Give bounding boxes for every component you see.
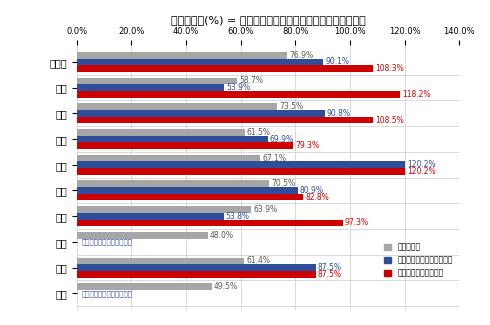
- Bar: [76, 136, 268, 142]
- Text: 90.8%: 90.8%: [327, 109, 351, 118]
- Text: 97.3%: 97.3%: [344, 218, 369, 227]
- Bar: [76, 91, 400, 98]
- Bar: [76, 213, 223, 219]
- Bar: [76, 65, 372, 72]
- Bar: [76, 271, 316, 278]
- Bar: [76, 283, 212, 290]
- Bar: [76, 155, 260, 162]
- Text: 90.1%: 90.1%: [325, 58, 349, 66]
- Bar: [76, 84, 224, 91]
- Text: 118.2%: 118.2%: [402, 90, 430, 99]
- Text: 120.2%: 120.2%: [407, 160, 436, 169]
- Bar: [76, 168, 405, 175]
- Bar: [76, 194, 303, 201]
- Text: 108.3%: 108.3%: [375, 64, 403, 73]
- Bar: [76, 110, 325, 117]
- Text: 63.9%: 63.9%: [253, 205, 277, 214]
- Bar: [76, 58, 323, 65]
- Text: 49.5%: 49.5%: [214, 282, 238, 291]
- Bar: [76, 219, 343, 226]
- Text: 73.5%: 73.5%: [280, 102, 304, 111]
- Text: 53.9%: 53.9%: [226, 83, 250, 92]
- Text: 67.1%: 67.1%: [262, 154, 286, 162]
- Bar: [76, 206, 251, 213]
- Bar: [76, 162, 405, 168]
- Bar: [76, 257, 245, 264]
- Text: 70.5%: 70.5%: [271, 179, 295, 188]
- Bar: [76, 129, 245, 136]
- Text: 69.9%: 69.9%: [270, 135, 294, 144]
- Text: 53.8%: 53.8%: [226, 212, 250, 221]
- Text: 87.5%: 87.5%: [318, 270, 342, 279]
- Text: 76.9%: 76.9%: [289, 51, 313, 60]
- Bar: [76, 180, 270, 187]
- Text: 48.0%: 48.0%: [210, 231, 234, 240]
- Title: 最大利用率(%) = 年間最大潮流／最大潮流発生時の運用容量: 最大利用率(%) = 年間最大潮流／最大潮流発生時の運用容量: [171, 15, 365, 25]
- Bar: [76, 103, 277, 110]
- Text: 82.8%: 82.8%: [305, 193, 329, 202]
- Text: 80.9%: 80.9%: [300, 186, 324, 195]
- Text: 87.5%: 87.5%: [318, 263, 342, 272]
- Text: 108.5%: 108.5%: [375, 115, 404, 124]
- Bar: [76, 52, 287, 58]
- Text: 79.3%: 79.3%: [295, 141, 319, 150]
- Text: 空容量ゼロ公表送電路なし: 空容量ゼロ公表送電路なし: [82, 239, 133, 245]
- Text: 61.4%: 61.4%: [246, 256, 270, 266]
- Text: 58.7%: 58.7%: [239, 76, 263, 85]
- Bar: [76, 142, 294, 149]
- Text: 空容量ゼロ公表送電路なし: 空容量ゼロ公表送電路なし: [82, 290, 133, 297]
- Bar: [76, 232, 208, 239]
- Bar: [76, 187, 298, 194]
- Bar: [76, 117, 373, 124]
- Text: 120.2%: 120.2%: [407, 167, 436, 176]
- Text: 61.5%: 61.5%: [247, 128, 271, 137]
- Legend: 全線路平均, 空容量ゼロ公表送電路平均, ボトルネック箇所平均: 全線路平均, 空容量ゼロ公表送電路平均, ボトルネック箇所平均: [382, 240, 455, 280]
- Bar: [76, 78, 237, 84]
- Bar: [76, 264, 316, 271]
